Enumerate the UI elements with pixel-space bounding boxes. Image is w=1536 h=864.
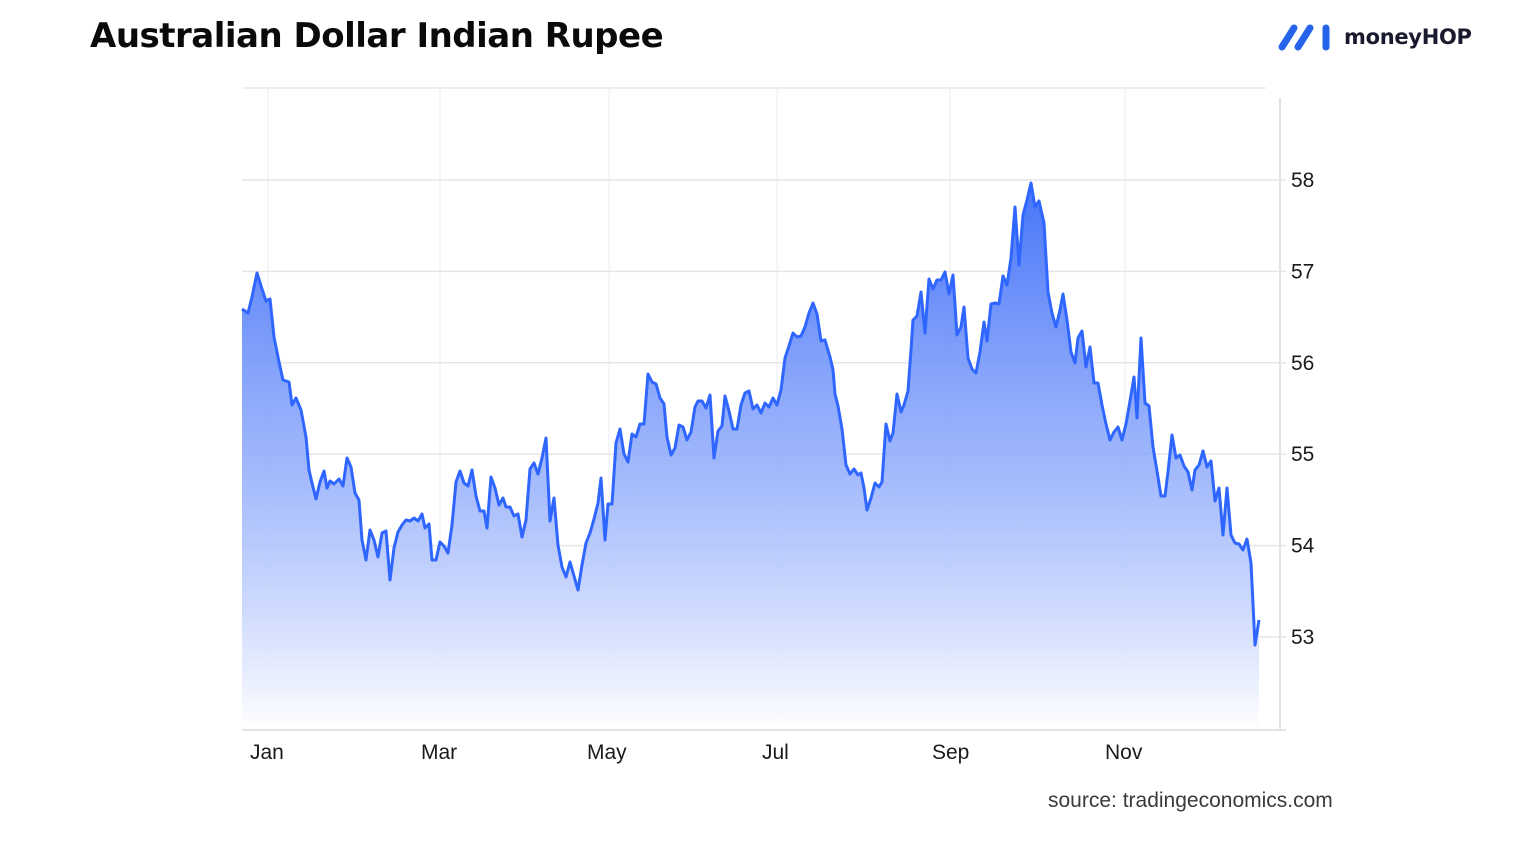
y-tick-label: 54 [1291,535,1315,558]
brand-name: moneyHOP [1344,25,1472,49]
x-tick-label: Jan [250,741,284,764]
x-tick-label: Mar [421,741,457,764]
source-label: source: tradingeconomics.com [1048,789,1333,812]
x-tick-label: May [587,741,627,764]
y-tick-label: 53 [1291,626,1314,649]
x-tick-label: Jul [762,741,789,764]
chart-title: Australian Dollar Indian Rupee [90,16,664,56]
y-tick-label: 56 [1291,352,1314,375]
brand-logo: moneyHOP [1276,22,1472,52]
data-line [241,181,1261,647]
y-tick-label: 55 [1291,443,1314,466]
area-fill [242,183,1259,730]
y-tick-label: 57 [1291,260,1314,283]
moneyhop-logo-icon [1278,24,1330,51]
x-tick-label: Sep [932,741,969,764]
x-tick-label: Nov [1105,741,1143,764]
chart-axes: 53 54 55 56 57 58 Jan Mar May Jul Sep Nov [242,98,1315,764]
y-tick-label: 58 [1291,169,1314,192]
